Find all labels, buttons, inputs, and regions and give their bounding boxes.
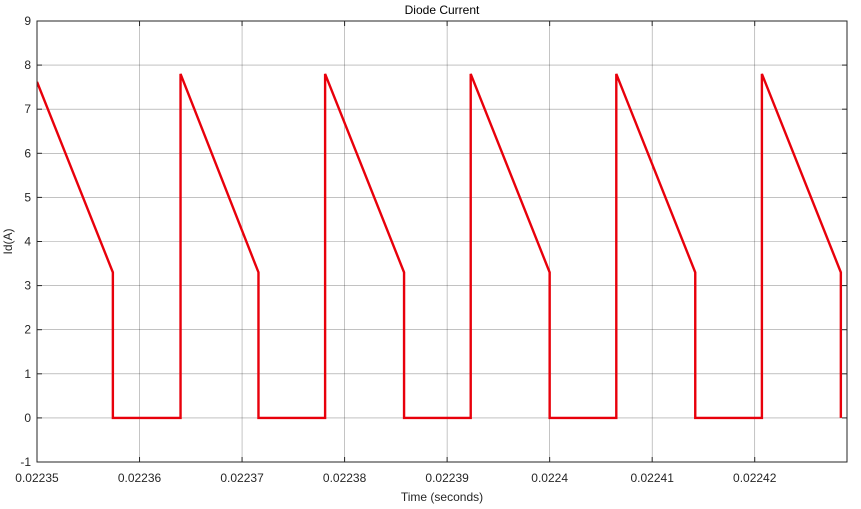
x-axis-title: Time (seconds) <box>401 490 483 504</box>
x-tick-label: 0.02239 <box>425 471 469 485</box>
y-tick-label: 3 <box>24 279 31 293</box>
x-tick-label: 0.02241 <box>630 471 674 485</box>
x-tick-label: 0.02242 <box>733 471 777 485</box>
y-tick-label: 6 <box>24 146 31 160</box>
axis-ticks: 0.02235 0.02236 0.02237 0.02238 0.02239 0.022… <box>15 14 847 485</box>
x-tick-label: 0.02238 <box>323 471 367 485</box>
y-tick-label: 8 <box>24 58 31 72</box>
series-line <box>37 73 843 420</box>
x-tick-label: 0.02236 <box>118 471 162 485</box>
y-tick-label: 9 <box>24 14 31 28</box>
y-axis-title: Id(A) <box>1 228 15 254</box>
chart-title: Diode Current <box>405 3 480 17</box>
grid-lines <box>36 20 847 463</box>
y-tick-label: 7 <box>24 102 31 116</box>
x-tick-label: 0.02235 <box>15 471 59 485</box>
y-tick-label: 1 <box>24 367 31 381</box>
x-tick-label: 0.02237 <box>220 471 264 485</box>
y-tick-label: 5 <box>24 190 31 204</box>
y-tick-label: 2 <box>24 323 31 337</box>
y-tick-label: 4 <box>24 235 31 249</box>
data-series <box>37 73 843 420</box>
y-tick-label: -1 <box>20 455 31 469</box>
y-tick-label: 0 <box>24 411 31 425</box>
x-tick-label: 0.0224 <box>531 471 568 485</box>
